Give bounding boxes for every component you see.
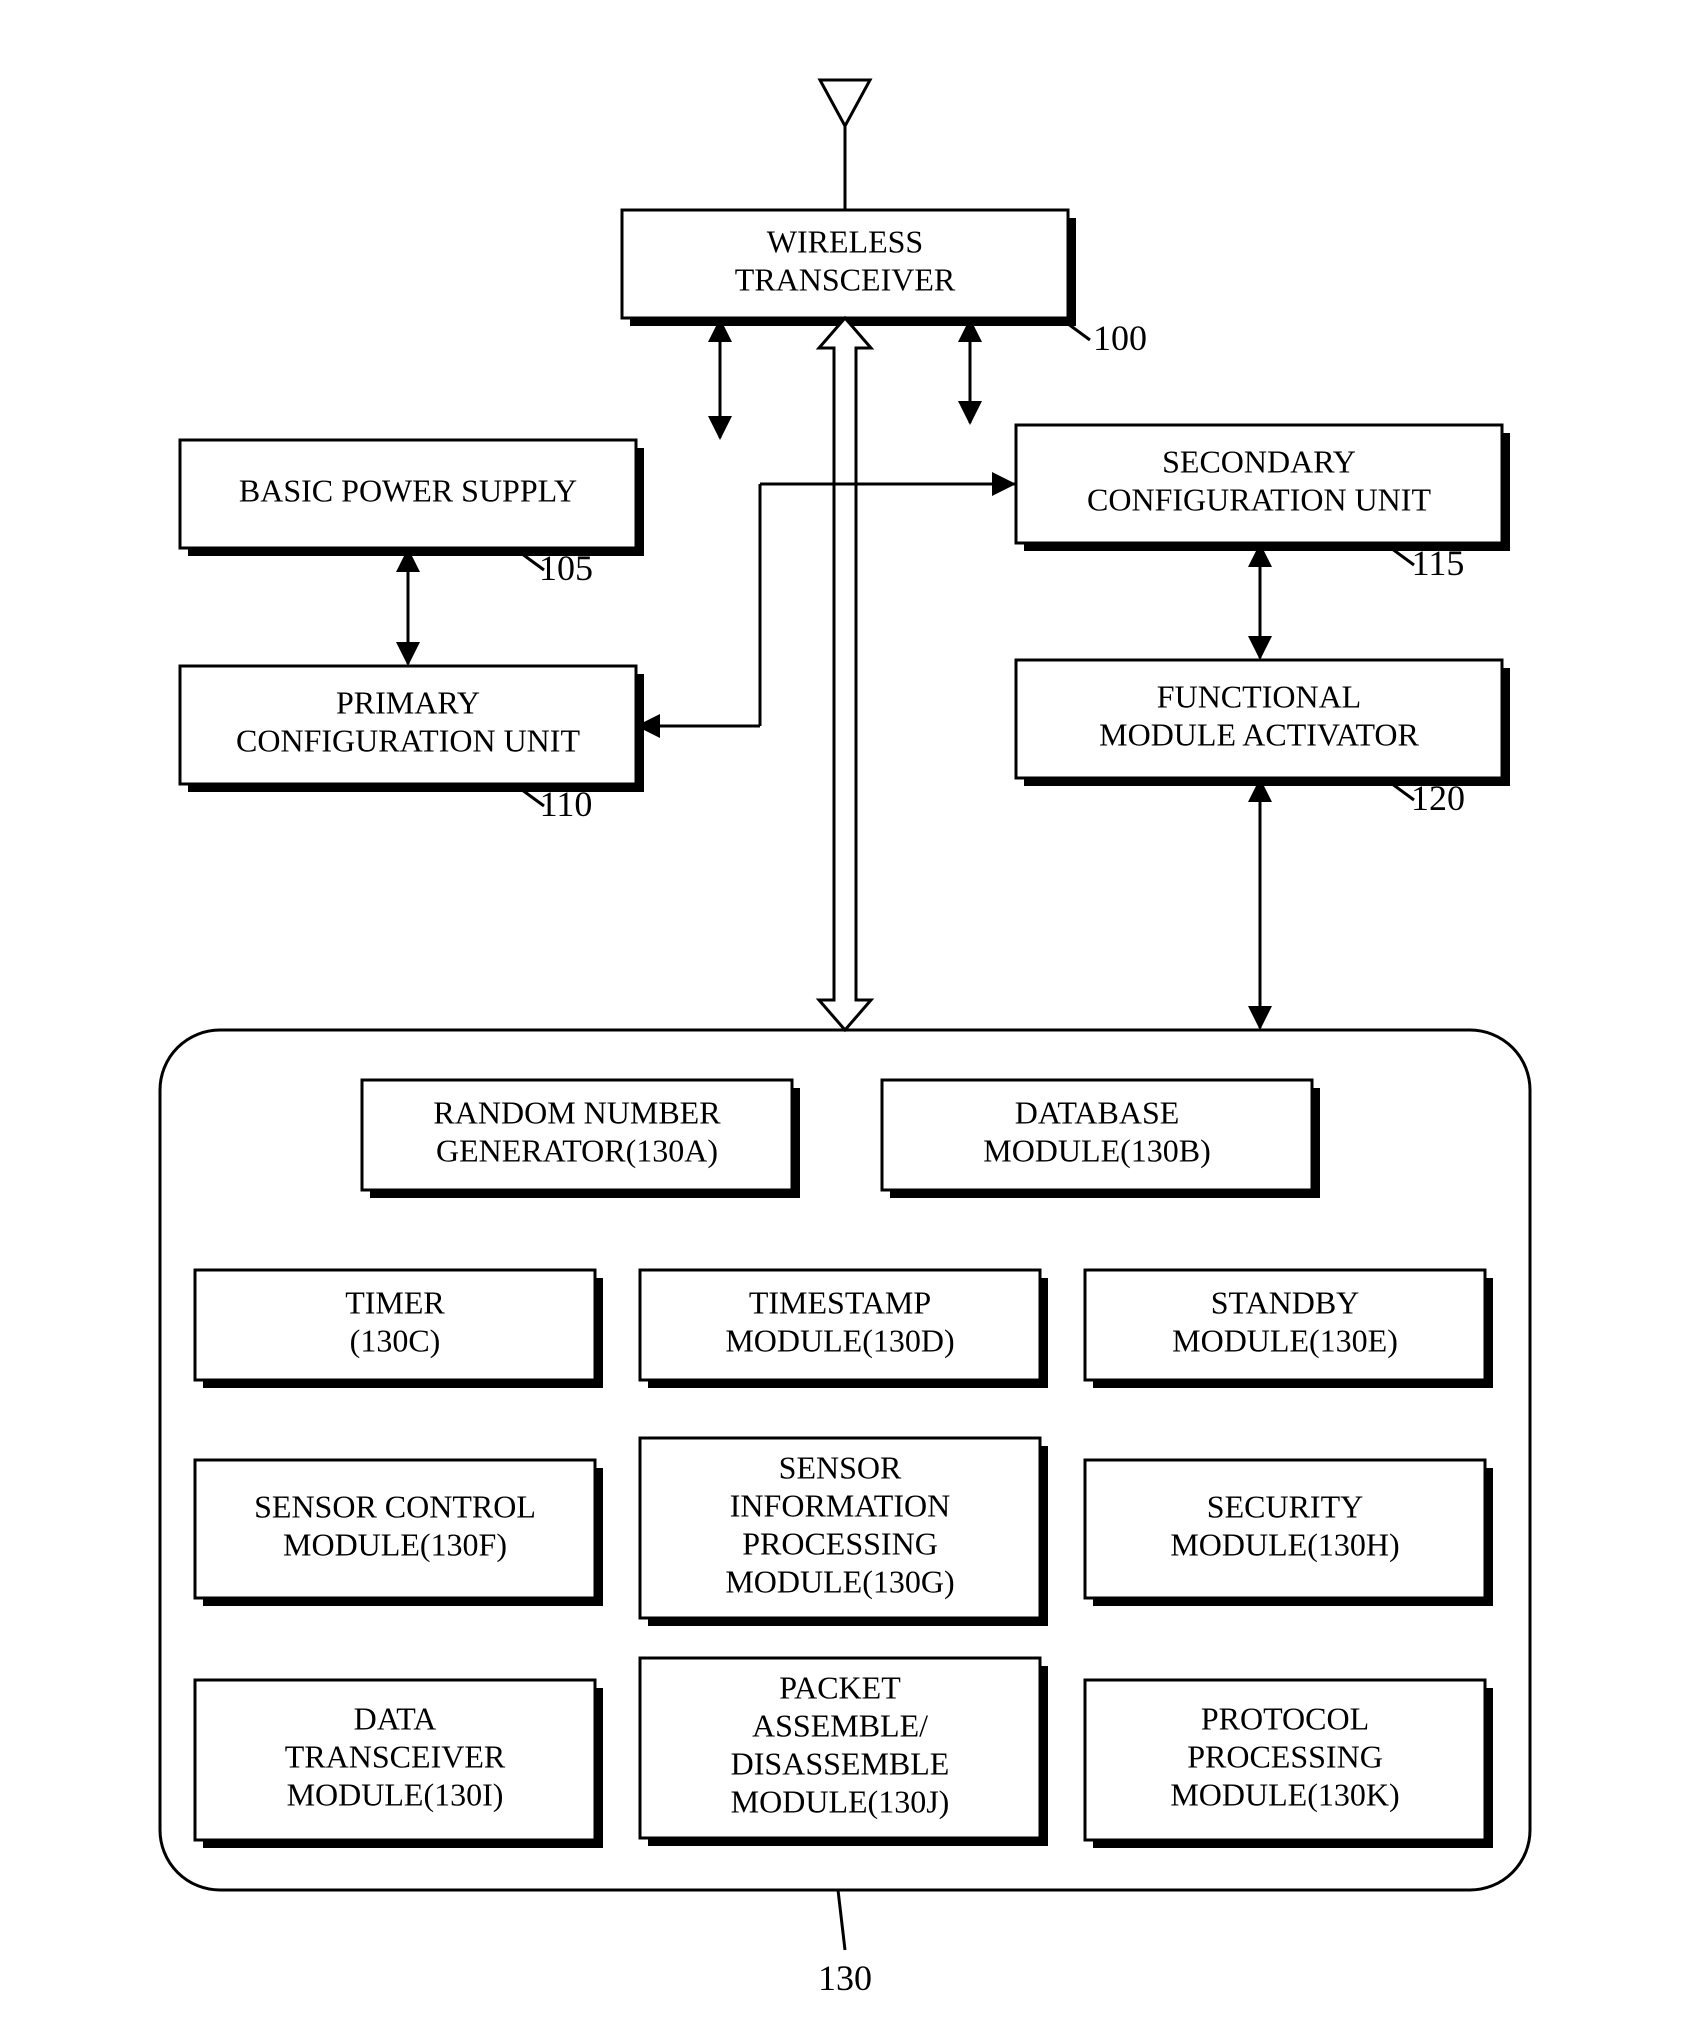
m130k-label-0: PROTOCOL [1201,1700,1369,1736]
antenna-icon [820,80,870,126]
m130b-label-0: DATABASE [1015,1094,1180,1130]
m130j-label-1: ASSEMBLE/ [752,1707,928,1743]
m130g-label-2: PROCESSING [742,1525,938,1561]
m130f-label-0: SENSOR CONTROL [254,1488,536,1524]
fma-label-1: MODULE ACTIVATOR [1099,716,1419,752]
ref-120: 120 [1411,778,1465,818]
wt-label-0: WIRELESS [767,223,923,259]
m130i-label-0: DATA [354,1700,437,1736]
ref-100: 100 [1093,318,1147,358]
ref-110: 110 [540,784,593,824]
m130j-label-3: MODULE(130J) [731,1783,950,1819]
m130i-label-1: TRANSCEIVER [285,1738,506,1774]
block-diagram: WIRELESSTRANSCEIVERBASIC POWER SUPPLYSEC… [0,0,1698,2027]
m130j-label-0: PACKET [779,1669,901,1705]
ref-115: 115 [1412,543,1465,583]
m130a-label-1: GENERATOR(130A) [436,1132,718,1168]
m130c-label-0: TIMER [345,1284,445,1320]
m130g-label-1: INFORMATION [730,1487,950,1523]
bps-label-0: BASIC POWER SUPPLY [239,472,577,508]
m130a-label-0: RANDOM NUMBER [433,1094,721,1130]
m130c-label-1: (130C) [350,1322,441,1358]
m130k-label-2: MODULE(130K) [1170,1776,1399,1812]
m130d-label-0: TIMESTAMP [749,1284,931,1320]
m130f-label-1: MODULE(130F) [283,1526,507,1562]
ref-105: 105 [539,548,593,588]
scu-label-0: SECONDARY [1162,443,1356,479]
m130h-label-1: MODULE(130H) [1170,1526,1399,1562]
wt-label-1: TRANSCEIVER [735,261,956,297]
m130d-label-1: MODULE(130D) [725,1322,954,1358]
pcu-label-1: CONFIGURATION UNIT [236,722,580,758]
bus-arrow [819,318,871,1030]
scu-label-1: CONFIGURATION UNIT [1087,481,1431,517]
m130b-label-1: MODULE(130B) [983,1132,1211,1168]
m130k-label-1: PROCESSING [1187,1738,1383,1774]
m130i-label-2: MODULE(130I) [287,1776,504,1812]
m130g-label-3: MODULE(130G) [725,1563,954,1599]
pcu-label-0: PRIMARY [336,684,480,720]
fma-label-0: FUNCTIONAL [1157,678,1361,714]
m130e-label-1: MODULE(130E) [1172,1322,1398,1358]
m130e-label-0: STANDBY [1211,1284,1360,1320]
ref-130: 130 [818,1958,872,1998]
m130g-label-0: SENSOR [779,1449,902,1485]
m130j-label-2: DISASSEMBLE [731,1745,950,1781]
m130h-label-0: SECURITY [1207,1488,1363,1524]
